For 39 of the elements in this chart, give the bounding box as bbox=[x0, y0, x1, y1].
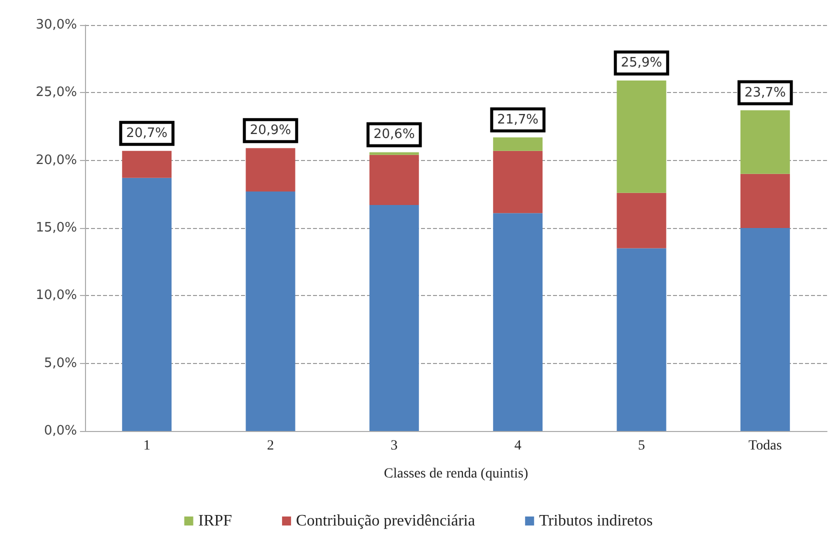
bar bbox=[369, 152, 419, 155]
bar bbox=[369, 204, 419, 431]
bar bbox=[493, 150, 543, 214]
bar bbox=[616, 248, 666, 431]
bar bbox=[246, 191, 296, 431]
y-tick-label: 25,0% bbox=[36, 85, 77, 100]
y-tick-label: 0,0% bbox=[44, 424, 77, 438]
bar bbox=[122, 150, 172, 178]
total-label: 20,7% bbox=[126, 126, 168, 141]
y-tick-label: 10,0% bbox=[36, 288, 77, 304]
total-label: 20,6% bbox=[374, 127, 415, 142]
bar bbox=[246, 148, 296, 192]
bar bbox=[740, 110, 790, 174]
bar bbox=[740, 174, 790, 228]
x-axis-title: Classes de renda (quintis) bbox=[384, 466, 528, 482]
bar bbox=[616, 80, 666, 193]
y-tick-label: 20,0% bbox=[36, 152, 77, 168]
legend-label: Contribuição previdênciária bbox=[296, 512, 476, 530]
total-label: 21,7% bbox=[497, 112, 538, 128]
total-label: 25,9% bbox=[620, 55, 662, 70]
total-label: 20,9% bbox=[250, 123, 292, 138]
x-tick-label: 4 bbox=[514, 438, 522, 454]
x-tick-label: 3 bbox=[390, 438, 398, 454]
y-tick-label: 15,0% bbox=[36, 220, 77, 236]
bar bbox=[493, 137, 543, 151]
legend-label: Tributos indiretos bbox=[539, 512, 653, 530]
bar bbox=[616, 192, 666, 248]
total-label: 23,7% bbox=[744, 85, 786, 100]
x-tick-label: 2 bbox=[267, 438, 274, 454]
x-tick-label: Todas bbox=[748, 438, 782, 454]
y-tick-label: 30,0% bbox=[36, 18, 77, 32]
legend-label: IRPF bbox=[198, 512, 232, 530]
bar bbox=[369, 154, 419, 205]
bar bbox=[740, 228, 790, 431]
bar bbox=[493, 213, 543, 431]
x-tick-label: 5 bbox=[638, 438, 645, 454]
x-tick-label: 1 bbox=[143, 438, 150, 454]
bar bbox=[122, 178, 172, 431]
y-tick-label: 5,0% bbox=[44, 356, 77, 371]
